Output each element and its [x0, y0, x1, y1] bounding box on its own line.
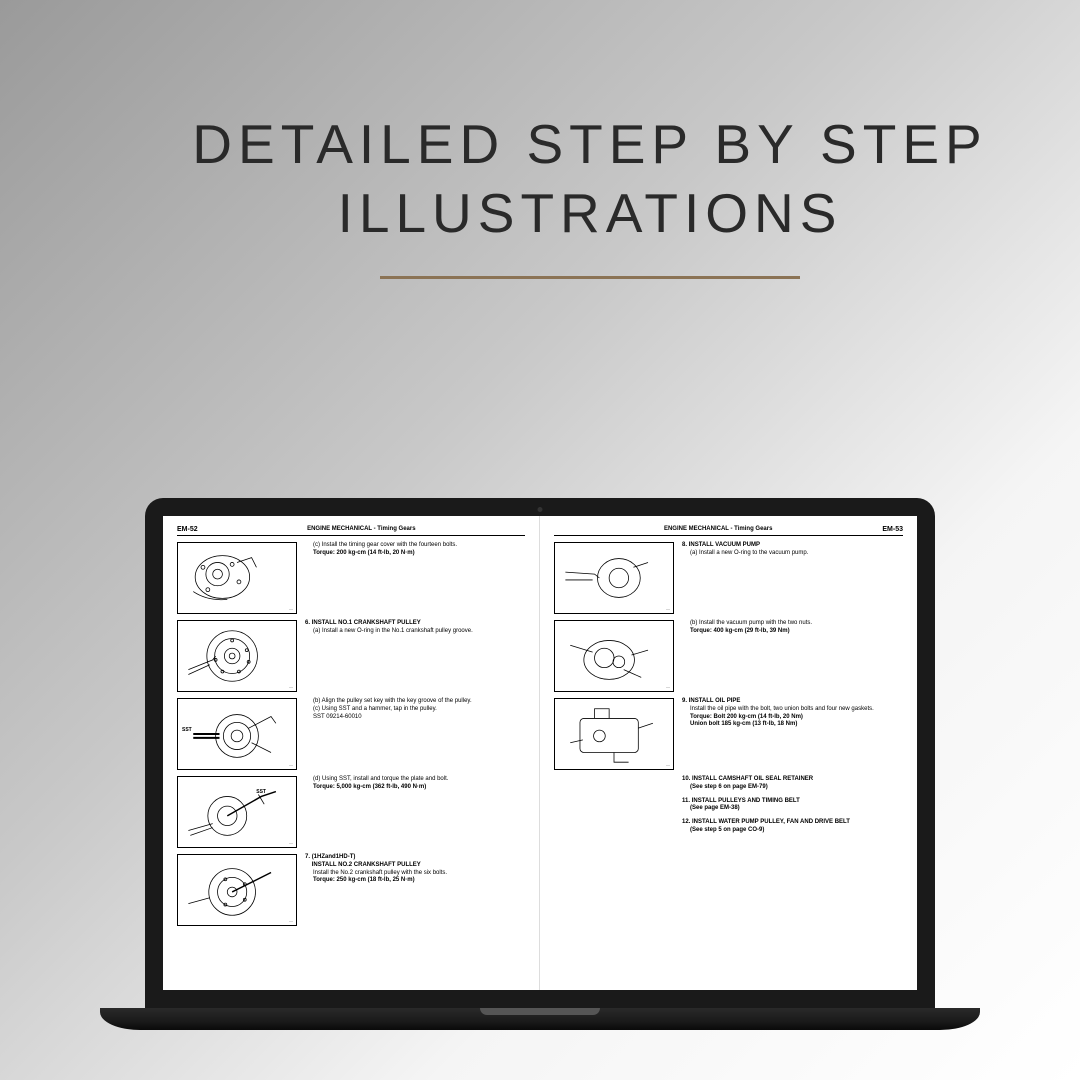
technical-diagram: —	[554, 698, 674, 770]
page-header-left: EM-52 ENGINE MECHANICAL - Timing Gears	[177, 526, 525, 536]
page-number-left: EM-52	[177, 526, 198, 533]
technical-diagram: —	[177, 854, 297, 926]
headline-line1: DETAILED STEP BY STEP	[192, 113, 987, 175]
step-row: 12. INSTALL WATER PUMP PULLEY, FAN AND D…	[554, 819, 903, 835]
page-title-right: ENGINE MECHANICAL - Timing Gears	[664, 526, 772, 533]
step-text: (b) Install the vacuum pump with the two…	[682, 620, 903, 636]
step-row: 10. INSTALL CAMSHAFT OIL SEAL RETAINER(S…	[554, 776, 903, 792]
technical-diagram: —SST	[177, 776, 297, 848]
screen-content: EM-52 ENGINE MECHANICAL - Timing Gears —…	[163, 516, 917, 990]
step-text: (c) Install the timing gear cover with t…	[305, 542, 525, 558]
page-header-right: ENGINE MECHANICAL - Timing Gears EM-53	[554, 526, 903, 536]
step-row: — 9. INSTALL OIL PIPEInstall the oil pipe…	[554, 698, 903, 770]
laptop-notch	[480, 1008, 600, 1015]
step-text: (d) Using SST, install and torque the pl…	[305, 776, 525, 792]
step-text: 12. INSTALL WATER PUMP PULLEY, FAN AND D…	[682, 819, 903, 835]
step-text: 10. INSTALL CAMSHAFT OIL SEAL RETAINER(S…	[682, 776, 903, 792]
step-row: — 8. INSTALL VACUUM PUMP(a) Install a new…	[554, 542, 903, 614]
left-steps-container: — (c) Install the timing gear cover with …	[177, 542, 525, 926]
laptop-screen-frame: EM-52 ENGINE MECHANICAL - Timing Gears —…	[145, 498, 935, 1008]
technical-diagram: —	[554, 620, 674, 692]
step-row: —SST (d) Using SST, install and torque th…	[177, 776, 525, 848]
headline-text: DETAILED STEP BY STEP ILLUSTRATIONS	[180, 110, 1000, 248]
headline-line2: ILLUSTRATIONS	[338, 182, 843, 244]
laptop-base	[100, 1008, 980, 1030]
manual-page-left: EM-52 ENGINE MECHANICAL - Timing Gears —…	[163, 516, 540, 990]
step-row: — 7. (1HZand1HD-T)7. INSTALL NO.2 CRANKSH…	[177, 854, 525, 926]
step-row: —SST (b) Align the pulley set key with th…	[177, 698, 525, 770]
headline-block: DETAILED STEP BY STEP ILLUSTRATIONS	[180, 110, 1000, 279]
page-title-left: ENGINE MECHANICAL - Timing Gears	[307, 526, 415, 533]
technical-diagram: —	[554, 542, 674, 614]
right-steps-container: — 8. INSTALL VACUUM PUMP(a) Install a new…	[554, 542, 903, 835]
step-text: 11. INSTALL PULLEYS AND TIMING BELT(See …	[682, 798, 903, 814]
technical-diagram: —	[177, 542, 297, 614]
laptop-mockup: EM-52 ENGINE MECHANICAL - Timing Gears —…	[100, 498, 980, 1030]
step-row: 11. INSTALL PULLEYS AND TIMING BELT(See …	[554, 798, 903, 814]
step-row: — (c) Install the timing gear cover with …	[177, 542, 525, 614]
headline-underline	[380, 276, 800, 279]
manual-page-right: ENGINE MECHANICAL - Timing Gears EM-53 —…	[540, 516, 917, 990]
step-row: — (b) Install the vacuum pump with the tw…	[554, 620, 903, 692]
page-number-right: EM-53	[882, 526, 903, 533]
step-text: (b) Align the pulley set key with the ke…	[305, 698, 525, 721]
technical-diagram: —	[177, 620, 297, 692]
technical-diagram: —SST	[177, 698, 297, 770]
step-row: — 6. INSTALL NO.1 CRANKSHAFT PULLEY(a) In…	[177, 620, 525, 692]
step-text: 7. (1HZand1HD-T)7. INSTALL NO.2 CRANKSHA…	[305, 854, 525, 885]
step-text: 8. INSTALL VACUUM PUMP(a) Install a new …	[682, 542, 903, 558]
step-text: 9. INSTALL OIL PIPEInstall the oil pipe …	[682, 698, 903, 729]
step-text: 6. INSTALL NO.1 CRANKSHAFT PULLEY(a) Ins…	[305, 620, 525, 636]
